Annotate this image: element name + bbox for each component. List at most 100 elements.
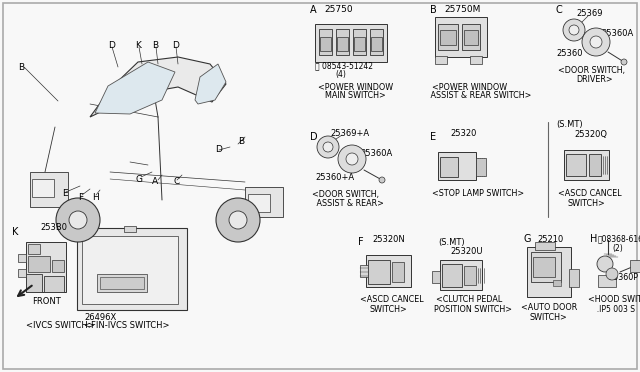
Text: E: E <box>62 189 68 199</box>
Bar <box>337 37 348 51</box>
Bar <box>124 226 136 232</box>
Bar <box>535 242 555 250</box>
Text: Ⓢ 08543-51242: Ⓢ 08543-51242 <box>315 61 373 71</box>
Text: 25360A: 25360A <box>360 150 392 158</box>
Text: D: D <box>172 41 179 49</box>
Text: A: A <box>152 177 158 186</box>
Bar <box>470 56 482 64</box>
Polygon shape <box>195 64 226 104</box>
Bar <box>32 179 54 197</box>
Bar <box>432 271 440 283</box>
Bar <box>464 30 478 45</box>
Bar <box>353 29 366 55</box>
Text: 25369+A: 25369+A <box>330 129 369 138</box>
Bar <box>97 274 147 292</box>
Bar <box>82 236 178 304</box>
Text: A: A <box>310 5 317 15</box>
Text: <CLUTCH PEDAL: <CLUTCH PEDAL <box>436 295 502 305</box>
Text: K: K <box>135 41 141 49</box>
Text: 25320: 25320 <box>450 129 476 138</box>
Text: SWITCH>: SWITCH> <box>529 312 567 321</box>
Bar <box>28 244 40 254</box>
Circle shape <box>379 177 385 183</box>
Bar <box>566 154 586 176</box>
Text: B: B <box>18 62 24 71</box>
Text: <POWER WINDOW: <POWER WINDOW <box>432 83 507 92</box>
Text: 25750: 25750 <box>324 6 353 15</box>
Bar <box>368 260 390 284</box>
Bar <box>464 266 476 285</box>
Bar <box>245 187 283 217</box>
Polygon shape <box>30 74 285 222</box>
Circle shape <box>229 211 247 229</box>
Bar <box>462 24 480 50</box>
Circle shape <box>323 142 333 152</box>
Circle shape <box>590 36 602 48</box>
Text: ASSIST & REAR SWITCH>: ASSIST & REAR SWITCH> <box>428 92 531 100</box>
Circle shape <box>317 136 339 158</box>
Bar <box>438 24 458 50</box>
Text: SWITCH>: SWITCH> <box>568 199 605 208</box>
Bar <box>354 37 365 51</box>
Bar <box>30 172 68 207</box>
Bar <box>476 158 486 176</box>
Circle shape <box>569 25 579 35</box>
Bar <box>440 30 456 45</box>
Text: (S.MT): (S.MT) <box>556 119 582 128</box>
Text: .IP5 003 S: .IP5 003 S <box>592 305 635 314</box>
Bar <box>435 17 487 57</box>
Bar <box>569 269 579 287</box>
Text: Ⓢ08368-6162G: Ⓢ08368-6162G <box>598 234 640 244</box>
Bar <box>52 260 64 272</box>
Circle shape <box>69 211 87 229</box>
Bar <box>392 262 404 282</box>
Bar <box>26 242 66 292</box>
Text: MAIN SWITCH>: MAIN SWITCH> <box>325 92 386 100</box>
Bar <box>533 257 555 277</box>
Text: 25360A: 25360A <box>601 29 633 38</box>
Text: B: B <box>430 5 436 15</box>
Bar <box>360 265 368 277</box>
Text: 25320N: 25320N <box>372 235 404 244</box>
Text: <IVCS SWITCH>: <IVCS SWITCH> <box>26 321 95 330</box>
Text: <STOP LAMP SWITCH>: <STOP LAMP SWITCH> <box>432 189 524 199</box>
Circle shape <box>582 28 610 56</box>
Bar <box>440 157 458 177</box>
Text: B: B <box>238 138 244 147</box>
Text: H: H <box>590 234 597 244</box>
Bar <box>435 56 447 64</box>
Text: 25360: 25360 <box>556 49 582 58</box>
Text: 25360+A: 25360+A <box>315 173 354 182</box>
Bar <box>320 37 331 51</box>
Bar <box>26 274 42 292</box>
Text: C: C <box>173 177 179 186</box>
Bar <box>527 247 571 297</box>
Polygon shape <box>90 57 226 117</box>
Text: 25210: 25210 <box>537 234 563 244</box>
Text: 26496X: 26496X <box>84 312 116 321</box>
Bar <box>442 264 462 287</box>
Text: (S.MT): (S.MT) <box>438 237 465 247</box>
Bar <box>440 260 482 290</box>
Circle shape <box>621 59 627 65</box>
Text: <DOOR SWITCH,: <DOOR SWITCH, <box>558 65 625 74</box>
Bar <box>553 280 561 286</box>
Text: <DOOR SWITCH,: <DOOR SWITCH, <box>312 189 379 199</box>
Bar <box>589 154 601 176</box>
Text: D: D <box>108 41 115 49</box>
Bar <box>336 29 349 55</box>
Text: (2): (2) <box>612 244 623 253</box>
Bar <box>531 252 561 282</box>
Text: H: H <box>92 192 99 202</box>
Text: <FIN-IVCS SWITCH>: <FIN-IVCS SWITCH> <box>84 321 170 330</box>
Text: G: G <box>523 234 531 244</box>
Text: <ASCD CANCEL: <ASCD CANCEL <box>558 189 621 199</box>
Bar <box>319 29 332 55</box>
Bar <box>315 24 387 62</box>
Text: F: F <box>78 192 83 202</box>
Bar <box>248 194 270 212</box>
Text: 253B0: 253B0 <box>40 222 67 231</box>
Text: D: D <box>310 132 317 142</box>
Circle shape <box>563 19 585 41</box>
Bar <box>77 228 187 310</box>
